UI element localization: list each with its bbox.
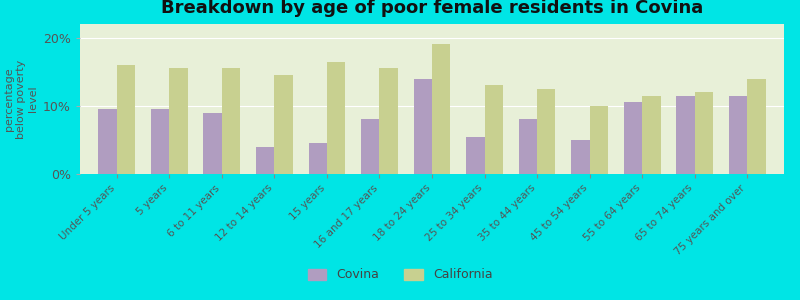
Bar: [256, 147, 274, 174]
Bar: [485, 85, 503, 174]
Bar: [432, 44, 450, 174]
Bar: [327, 61, 346, 174]
Bar: [414, 79, 432, 174]
Bar: [676, 96, 694, 174]
Bar: [537, 89, 555, 174]
Bar: [203, 112, 222, 174]
Title: Breakdown by age of poor female residents in Covina: Breakdown by age of poor female resident…: [161, 0, 703, 17]
Bar: [729, 96, 747, 174]
Bar: [466, 136, 485, 174]
Bar: [361, 119, 379, 174]
Bar: [98, 109, 117, 174]
Bar: [694, 92, 713, 174]
Bar: [642, 96, 661, 174]
Bar: [379, 68, 398, 174]
Bar: [747, 79, 766, 174]
Bar: [518, 119, 537, 174]
Legend: Covina, California: Covina, California: [302, 262, 498, 288]
Bar: [274, 75, 293, 174]
Bar: [117, 65, 135, 174]
Bar: [571, 140, 590, 174]
Bar: [151, 109, 170, 174]
Bar: [170, 68, 188, 174]
Y-axis label: percentage
below poverty
level: percentage below poverty level: [4, 59, 38, 139]
Bar: [309, 143, 327, 174]
Bar: [624, 102, 642, 174]
Bar: [590, 106, 608, 174]
Bar: [222, 68, 240, 174]
